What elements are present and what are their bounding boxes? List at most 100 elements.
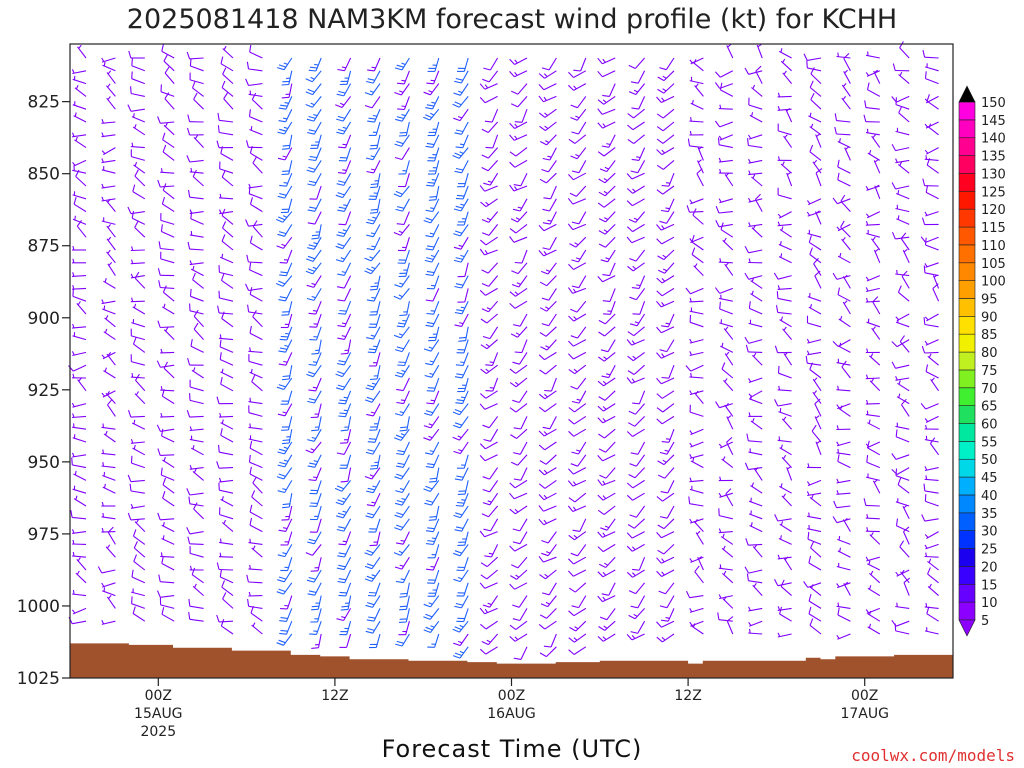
wind-barb (336, 518, 352, 532)
wind-barb (748, 497, 763, 507)
wind-barbs (68, 41, 940, 660)
wind-barb (452, 96, 469, 108)
colorbar-label: 40 (981, 489, 998, 504)
wind-barb (837, 607, 851, 622)
wind-barb (311, 595, 322, 611)
wind-barb (279, 608, 293, 622)
wind-barb (809, 494, 822, 507)
wind-barb (305, 544, 322, 556)
wind-barb (102, 587, 116, 597)
wind-barb (538, 351, 557, 361)
wind-barb (838, 316, 851, 328)
wind-barb (396, 377, 410, 392)
wind-barb (134, 220, 146, 238)
wind-barb (778, 253, 792, 264)
wind-barb (336, 556, 352, 571)
wind-barb (542, 582, 557, 596)
wind-barb (718, 564, 733, 571)
wind-barb (688, 496, 704, 507)
wind-barb (720, 342, 734, 353)
wind-barb (278, 518, 293, 532)
wind-barb (806, 479, 822, 487)
wind-barb (539, 121, 557, 132)
wind-barb (396, 441, 410, 456)
wind-barb (364, 96, 381, 109)
wind-barb (689, 607, 704, 613)
wind-barb (483, 518, 499, 532)
wind-barb (424, 492, 440, 506)
wind-barb (223, 92, 234, 110)
wind-barb (632, 556, 646, 571)
wind-barb (569, 620, 587, 632)
wind-barb (836, 385, 851, 392)
wind-barb (161, 521, 175, 533)
wind-barb (188, 598, 204, 609)
wind-barb (869, 378, 881, 392)
wind-barb (834, 126, 851, 136)
wind-barb (751, 225, 763, 238)
wind-barb (538, 249, 557, 257)
wind-barb (570, 300, 587, 313)
wind-barb (689, 198, 704, 205)
wind-barb (311, 224, 322, 240)
wind-barb (815, 168, 823, 187)
wind-barb (161, 556, 175, 571)
wind-barb (249, 368, 263, 379)
wind-barb (279, 172, 293, 187)
wind-barb (777, 632, 792, 638)
x-tick-label: 00Z (498, 688, 525, 704)
wind-barb (891, 143, 910, 152)
wind-barb (656, 556, 675, 564)
wind-barb (248, 538, 263, 545)
wind-barb (336, 441, 352, 455)
wind-barb (777, 92, 792, 98)
wind-barb (163, 54, 175, 72)
wind-barb (567, 172, 587, 181)
wind-barb (924, 543, 939, 550)
colorbar-swatch (958, 208, 976, 228)
wind-barb (924, 552, 939, 558)
wind-barb (891, 361, 910, 369)
wind-barb (426, 275, 440, 290)
wind-barb (480, 339, 498, 350)
wind-barb (221, 234, 234, 251)
wind-barb (480, 198, 498, 208)
wind-barb (718, 258, 733, 264)
wind-barb (627, 518, 645, 529)
wind-barb (454, 70, 469, 84)
wind-barb (397, 70, 410, 85)
wind-barb (453, 249, 469, 263)
wind-barb (309, 621, 322, 635)
wind-barb (278, 96, 293, 110)
wind-barb (630, 620, 646, 634)
wind-barb (130, 259, 145, 265)
wind-barb (892, 63, 910, 72)
wind-barb (393, 326, 410, 339)
wind-barb (481, 211, 499, 223)
wind-barb (163, 122, 175, 136)
wind-barb (777, 156, 792, 161)
wind-barb (423, 480, 440, 493)
wind-barb (102, 472, 116, 481)
wind-barb (570, 96, 587, 109)
wind-barb (133, 554, 146, 571)
wind-barb (454, 467, 469, 481)
wind-barb (187, 357, 204, 366)
wind-barb (71, 285, 87, 290)
wind-barb (426, 556, 440, 571)
wind-barb (895, 318, 910, 328)
wind-barb (895, 429, 910, 443)
wind-barb (837, 159, 851, 174)
wind-barb (279, 326, 293, 341)
wind-barb (158, 241, 175, 251)
wind-barb (425, 198, 440, 213)
wind-barb (809, 247, 822, 264)
wind-barb (656, 633, 675, 643)
wind-barb (369, 275, 381, 291)
wind-barb (895, 204, 910, 213)
wind-barb (659, 57, 675, 71)
wind-barb (219, 352, 234, 366)
wind-barb (597, 633, 616, 642)
wind-barb (457, 454, 469, 469)
wind-barb (512, 198, 528, 212)
